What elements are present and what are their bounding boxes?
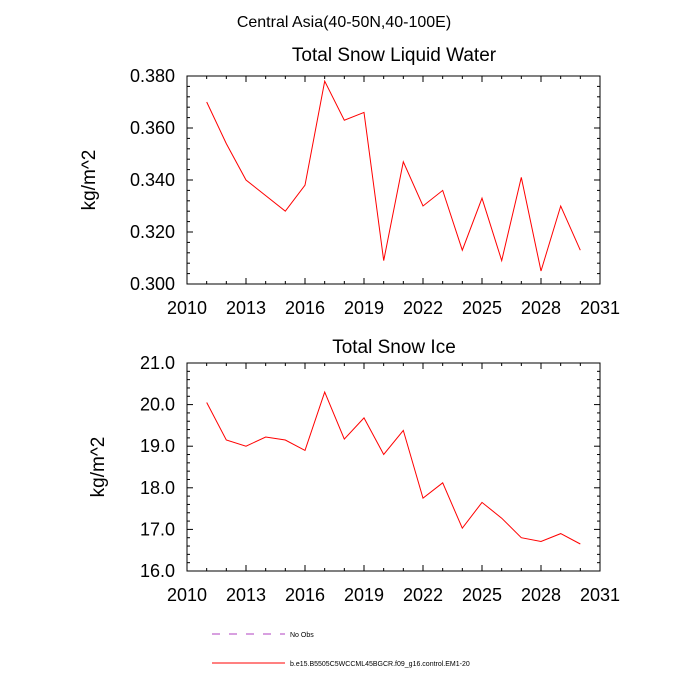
y-axis-label: kg/m^2 <box>79 150 100 211</box>
x-tick-label: 2028 <box>521 298 561 318</box>
axis-ticks <box>186 75 601 285</box>
figure-suptitle: Central Asia(40-50N,40-100E) <box>237 14 451 31</box>
x-tick-label: 2016 <box>285 585 325 605</box>
y-tick-label: 16.0 <box>140 561 175 581</box>
y-tick-label: 19.0 <box>140 436 175 456</box>
data-lines <box>206 390 581 545</box>
legend-item-no-obs: No Obs <box>212 632 314 639</box>
y-tick-label: 0.340 <box>130 170 175 190</box>
y-axis-label: kg/m^2 <box>88 437 109 498</box>
x-tick-label: 2013 <box>226 585 266 605</box>
y-tick-label: 0.360 <box>130 118 175 138</box>
panel-title: Total Snow Ice <box>332 337 456 358</box>
plot-frame <box>186 362 601 572</box>
x-tick-label: 2031 <box>580 298 620 318</box>
legend: No Obs b.e15.B5505C5WCCML45BGCR.f09_g16.… <box>212 632 470 668</box>
legend-label: No Obs <box>290 632 314 639</box>
axis-ticks <box>186 362 601 572</box>
x-tick-label: 2010 <box>167 585 207 605</box>
y-tick-label: 20.0 <box>140 395 175 415</box>
x-tick-label: 2022 <box>403 585 443 605</box>
panel-title: Total Snow Liquid Water <box>292 45 497 66</box>
x-tick-label: 2010 <box>167 298 207 318</box>
plot-frame <box>186 75 601 285</box>
x-tick-label: 2013 <box>226 298 266 318</box>
y-tick-label: 18.0 <box>140 478 175 498</box>
y-tick-label: 17.0 <box>140 519 175 539</box>
x-tick-label: 2019 <box>344 585 384 605</box>
x-tick-label: 2025 <box>462 298 502 318</box>
series-line <box>206 390 581 545</box>
x-tick-label: 2025 <box>462 585 502 605</box>
y-tick-label: 0.380 <box>130 66 175 86</box>
axis-tick-labels: 2010 2013 2016 2019 2022 2025 2028 2031 16.0 17.0… <box>140 353 620 605</box>
y-tick-label: 0.320 <box>130 222 175 242</box>
legend-item-model-run: b.e15.B5505C5WCCML45BGCR.f09_g16.control… <box>212 661 470 668</box>
panel-snow-ice: Total Snow Ice kg/m^2 2010 2013 2016 2019 20… <box>88 337 620 605</box>
axis-tick-labels: 2010 2013 2016 2019 2022 2025 2028 2031 0.300 0.3… <box>130 66 620 318</box>
x-tick-label: 2022 <box>403 298 443 318</box>
x-tick-label: 2028 <box>521 585 561 605</box>
legend-label: b.e15.B5505C5WCCML45BGCR.f09_g16.control… <box>290 661 470 668</box>
y-tick-label: 21.0 <box>140 353 175 373</box>
series-line <box>206 79 581 272</box>
panel-snow-liquid-water: Total Snow Liquid Water kg/m^2 2010 2013 2… <box>79 45 620 318</box>
data-lines <box>206 79 581 272</box>
x-tick-label: 2019 <box>344 298 384 318</box>
x-tick-label: 2031 <box>580 585 620 605</box>
y-tick-label: 0.300 <box>130 274 175 294</box>
x-tick-label: 2016 <box>285 298 325 318</box>
